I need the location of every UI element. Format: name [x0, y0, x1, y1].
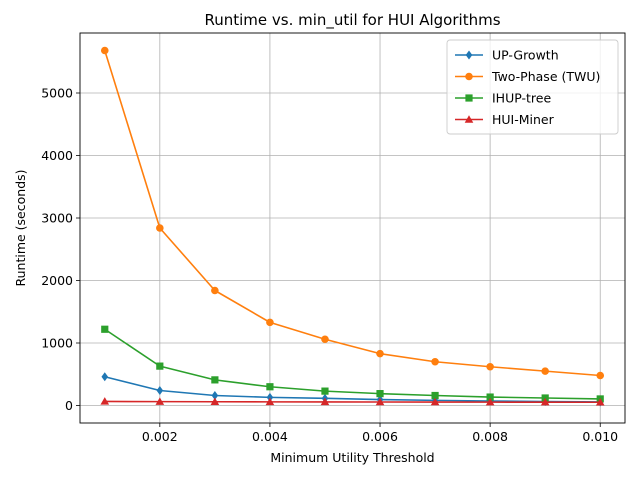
- series-hui-miner: [100, 397, 605, 406]
- legend-marker: [465, 94, 473, 102]
- legend: UP-Growth Two-Phase (TWU) IHUP-tree HUI-Min…: [446, 39, 619, 135]
- y-tick-label: 4000: [41, 148, 73, 163]
- y-tick-label: 3000: [41, 211, 73, 226]
- legend-label: UP-Growth: [492, 48, 559, 63]
- legend-item: UP-Growth: [455, 48, 559, 63]
- axes: 0.002 0.004 0.006 0.008 0.010 0 1000 2000 3000 40…: [41, 86, 618, 445]
- data-point: [266, 318, 274, 327]
- data-point: [486, 393, 494, 401]
- plot-frame: [79, 32, 626, 424]
- chart-title: Runtime vs. min_util for HUI Algorithms: [204, 11, 500, 30]
- x-tick-label: 0.006: [362, 429, 398, 444]
- series-line: [104, 400, 601, 404]
- data-point: [321, 387, 329, 395]
- legend-item: Two-Phase (TWU): [455, 69, 600, 84]
- data-point: [376, 349, 384, 358]
- data-point: [596, 371, 605, 380]
- y-tick-label: 2000: [41, 273, 73, 288]
- legend-item: HUI-Miner: [455, 112, 555, 127]
- legend-marker: [465, 72, 473, 81]
- x-axis-label: Minimum Utility Threshold: [270, 450, 434, 465]
- data-point: [266, 392, 274, 402]
- data-point: [485, 397, 495, 406]
- series-line: [104, 328, 601, 400]
- series-two-phase-twu: [100, 46, 605, 380]
- data-point: [595, 397, 605, 406]
- legend-label: HUI-Miner: [492, 112, 555, 127]
- legend-label: Two-Phase (TWU): [491, 69, 600, 84]
- data-point: [101, 372, 109, 382]
- legend-marker: [464, 115, 474, 123]
- data-point: [101, 325, 109, 333]
- series-line: [104, 50, 601, 377]
- data-point: [486, 362, 494, 371]
- data-point: [210, 397, 220, 405]
- data-point: [211, 286, 219, 295]
- data-point: [211, 376, 219, 384]
- y-tick-label: 0: [65, 398, 73, 413]
- data-point: [431, 391, 439, 400]
- legend-marker: [465, 50, 473, 60]
- data-point: [156, 224, 164, 232]
- x-tick-label: 0.004: [252, 429, 288, 444]
- data-point: [376, 390, 384, 398]
- data-point: [100, 397, 110, 405]
- data-point: [375, 397, 385, 406]
- data-point: [540, 397, 550, 406]
- x-tick-label: 0.010: [582, 429, 618, 444]
- data-point: [155, 397, 165, 405]
- series-group: [100, 46, 605, 407]
- data-point: [431, 357, 439, 366]
- x-tick-label: 0.008: [472, 429, 508, 444]
- y-axis-label: Runtime (seconds): [13, 169, 28, 286]
- data-point: [430, 397, 440, 406]
- series-line: [104, 375, 601, 403]
- legend-label: IHUP-tree: [492, 91, 551, 106]
- data-point: [265, 397, 275, 406]
- data-point: [541, 367, 549, 375]
- x-tick-label: 0.002: [142, 429, 178, 444]
- data-point: [266, 383, 274, 391]
- y-tick-label: 1000: [41, 336, 73, 351]
- data-point: [211, 391, 219, 400]
- data-point: [156, 362, 164, 370]
- data-point: [320, 397, 330, 406]
- data-point: [156, 386, 164, 395]
- data-point: [100, 46, 109, 55]
- legend-box: [446, 39, 619, 135]
- y-tick-label: 5000: [41, 86, 73, 101]
- legend-item: IHUP-tree: [455, 91, 551, 106]
- data-point: [321, 335, 329, 344]
